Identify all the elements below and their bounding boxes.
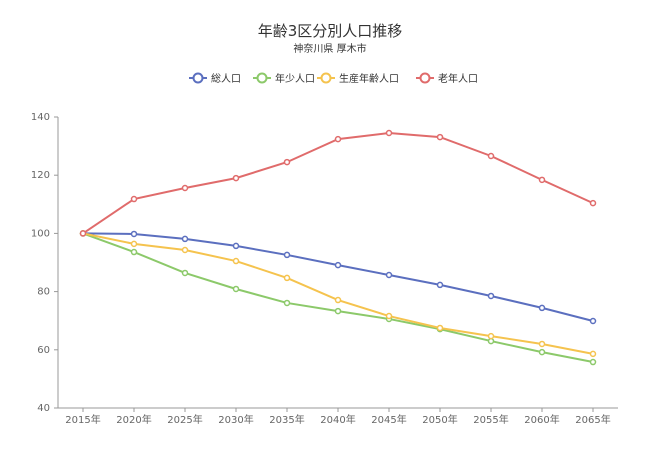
data-point	[283, 299, 291, 307]
data-point	[232, 242, 240, 250]
y-tick-label: 40	[37, 403, 50, 414]
data-point	[538, 176, 546, 184]
x-tick-label: 2020年	[116, 413, 151, 426]
data-point	[334, 261, 342, 269]
data-point	[385, 312, 393, 320]
series-line-2	[82, 232, 594, 355]
legend-label: 老年人口	[438, 72, 478, 85]
data-point	[385, 129, 393, 137]
legend-marker	[419, 72, 431, 84]
data-point	[589, 358, 597, 366]
data-point	[232, 257, 240, 265]
data-point	[538, 340, 546, 348]
data-point	[130, 248, 138, 256]
data-point	[130, 230, 138, 238]
y-tick-label: 120	[31, 170, 50, 181]
data-point	[181, 184, 189, 192]
legend-marker	[192, 72, 204, 84]
data-point	[385, 271, 393, 279]
data-point	[181, 235, 189, 243]
data-point	[334, 307, 342, 315]
legend-marker	[256, 72, 268, 84]
x-tick-label: 2030年	[218, 413, 253, 426]
legend-label: 生産年齢人口	[339, 72, 399, 85]
data-point	[487, 332, 495, 340]
data-point	[334, 296, 342, 304]
legend-label: 年少人口	[275, 72, 315, 85]
x-tick-label: 2025年	[167, 413, 202, 426]
x-tick-label: 2035年	[269, 413, 304, 426]
data-point	[283, 274, 291, 282]
data-point	[232, 285, 240, 293]
data-point	[487, 292, 495, 300]
data-point	[589, 317, 597, 325]
chart-subtitle: 神奈川県 厚木市	[293, 44, 367, 55]
legend-marker	[320, 72, 332, 84]
chart-title: 年齢3区分別人口推移	[257, 22, 403, 40]
x-tick-label: 2050年	[422, 413, 457, 426]
data-point	[181, 246, 189, 254]
data-point	[334, 135, 342, 143]
data-point	[487, 152, 495, 160]
x-tick-label: 2040年	[320, 413, 355, 426]
data-point	[589, 350, 597, 358]
x-tick-label: 2015年	[65, 413, 100, 426]
legend-label: 総人口	[211, 72, 241, 85]
y-tick-label: 100	[31, 228, 50, 239]
y-tick-label: 140	[31, 112, 50, 123]
y-tick-label: 80	[37, 287, 50, 298]
data-point	[130, 195, 138, 203]
x-tick-label: 2045年	[371, 413, 406, 426]
data-point	[79, 230, 87, 237]
x-tick-label: 2055年	[473, 413, 508, 426]
data-point	[232, 174, 240, 182]
data-point	[181, 269, 189, 277]
data-point	[130, 240, 138, 248]
data-point	[538, 304, 546, 312]
data-point	[436, 281, 444, 289]
data-point	[589, 199, 597, 207]
y-tick-label: 60	[37, 345, 50, 356]
data-point	[436, 324, 444, 332]
data-point	[436, 133, 444, 141]
x-tick-label: 2065年	[575, 413, 610, 426]
series-line-3	[82, 132, 594, 235]
x-tick-label: 2060年	[524, 413, 559, 426]
data-point	[283, 251, 291, 259]
data-point	[538, 348, 546, 356]
data-point	[283, 158, 291, 166]
